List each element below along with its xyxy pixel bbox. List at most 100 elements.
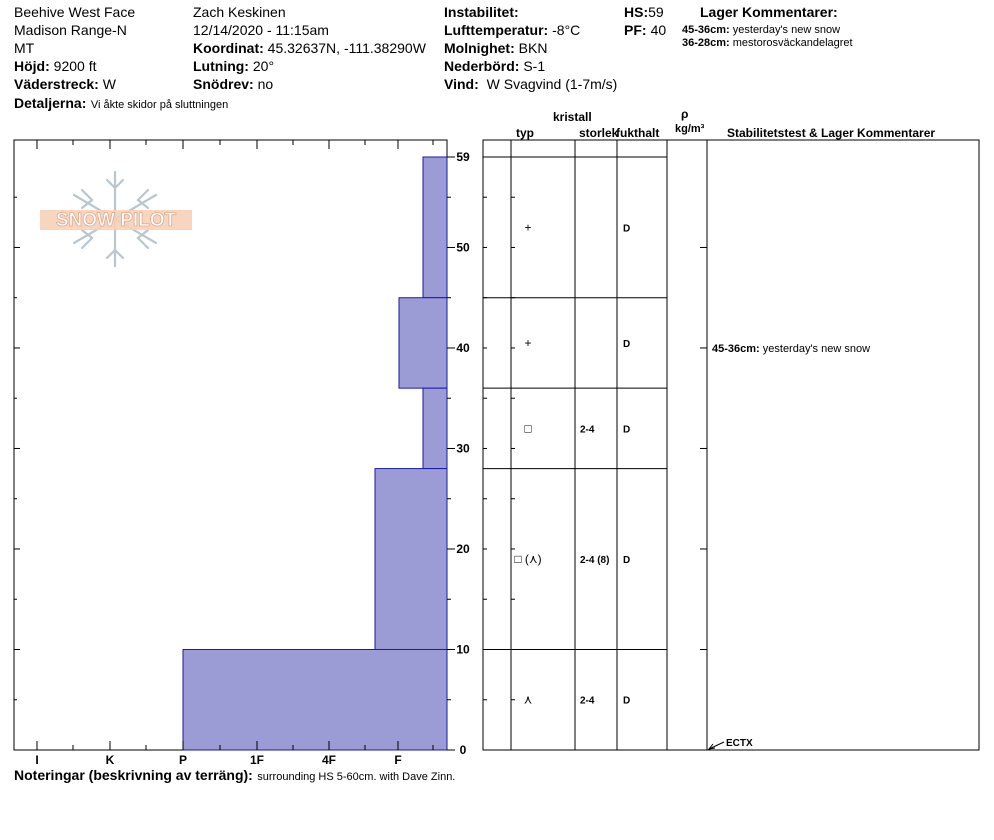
moisture-header: fukthalt <box>616 126 660 140</box>
aspect-label: Väderstreck: <box>14 76 99 92</box>
layer-comments-title: Lager Kommentarer: <box>700 4 838 20</box>
layer-comment-range: 36-28cm: <box>682 37 730 49</box>
precip-label: Nederbörd: <box>444 58 520 74</box>
x-tick-label: 1F <box>250 753 264 767</box>
hardness-bar <box>398 297 448 389</box>
x-tick-label: F <box>394 753 401 767</box>
layer-comment-range: 45-36cm: <box>682 24 730 36</box>
snowpilot-logo: SNOW PILOT <box>40 170 192 268</box>
wind-label: Vind: <box>444 76 479 92</box>
state: MT <box>14 40 35 56</box>
stability-comment-text: yesterday's new snow <box>763 343 870 355</box>
y-tick-label: 0 <box>460 743 467 757</box>
type-header: typ <box>516 126 534 140</box>
x-tick-label: 4F <box>322 753 336 767</box>
density-symbol: ρ <box>681 107 689 121</box>
crystal-size: 2-4 <box>580 424 595 435</box>
wind: Vind: W Svagvind (1-7m/s) <box>444 77 617 91</box>
ectx-label: ECTX <box>726 738 753 749</box>
x-tick-label: K <box>106 753 115 767</box>
y-tick-label: 50 <box>456 240 470 254</box>
instability-label: Instabilitet: <box>444 4 519 20</box>
logo-banner <box>40 210 192 230</box>
crystal-type: □ (⋏) <box>514 552 541 566</box>
crystal-type: + <box>524 220 531 234</box>
sky-cover: Molnighet: BKN <box>444 41 547 55</box>
moisture: D <box>623 696 630 707</box>
slope-label: Lutning: <box>193 58 249 74</box>
ectx-pointer <box>708 741 725 750</box>
moisture: D <box>623 339 630 350</box>
notes-text: surrounding HS 5-60cm. with Dave Zinn. <box>257 771 456 783</box>
layer-comment-text: yesterday's new snow <box>732 24 841 36</box>
density-unit: kg/m³ <box>675 123 705 135</box>
hardness-bar <box>422 156 448 299</box>
hs-label: HS: <box>624 4 649 20</box>
layer-table-frame <box>482 139 980 751</box>
snow-height: HS:59 <box>624 5 664 19</box>
elevation: Höjd: 9200 ft <box>14 59 96 73</box>
observer: Zach Keskinen <box>193 4 286 20</box>
stability-header: Stabilitetstest & Lager Kommentarer <box>727 126 936 140</box>
details-label: Detaljerna: <box>14 95 87 111</box>
drift: Snödrev: no <box>193 77 273 91</box>
location: Beehive West Face <box>14 4 136 20</box>
hs-value: 59 <box>648 4 664 20</box>
elevation-value: 9200 ft <box>53 58 97 74</box>
crystal-type: □ <box>524 421 531 435</box>
coords-value: 45.32637N, -111.38290W <box>267 40 426 56</box>
details: Detaljerna: Vi åkte skidor på sluttninge… <box>14 96 228 112</box>
airtemp-label: Lufttemperatur: <box>444 22 549 38</box>
datetime: 12/14/2020 - 11:15am <box>193 22 329 38</box>
layer-comment: 36-28cm: mestorosväckandelagret <box>682 38 853 49</box>
drift-label: Snödrev: <box>193 76 254 92</box>
airtemp-value: -8°C <box>552 22 581 38</box>
hardness-bar <box>374 468 448 650</box>
logo-text: SNOW PILOT <box>56 210 177 231</box>
sky-label: Molnighet: <box>444 40 515 56</box>
moisture: D <box>623 555 630 566</box>
y-tick-label: 20 <box>456 542 470 556</box>
moisture: D <box>623 424 630 435</box>
coordinates: Koordinat: 45.32637N, -111.38290W <box>193 41 426 55</box>
stability-comment-range: 45-36cm: <box>712 343 763 355</box>
x-tick-label: I <box>35 753 38 767</box>
coords-label: Koordinat: <box>193 40 264 56</box>
aspect-value: W <box>102 76 116 92</box>
x-tick-label: P <box>179 753 187 767</box>
size-header: storlek <box>579 126 619 140</box>
sky-value: BKN <box>518 40 548 56</box>
range: Madison Range-N <box>14 22 127 38</box>
notes-label: Noteringar (beskrivning av terräng): <box>14 767 253 783</box>
precip-value: S-1 <box>523 58 546 74</box>
slope: Lutning: 20° <box>193 59 274 73</box>
crystal-size: 2-4 <box>580 696 595 707</box>
crystal-type: ⋏ <box>524 693 533 707</box>
ectx-arrowhead <box>707 743 716 750</box>
y-tick-label: 10 <box>456 642 470 656</box>
penetration-foot: PF: 40 <box>624 23 666 37</box>
aspect: Väderstreck: W <box>14 77 116 91</box>
stability-comment: 45-36cm: yesterday's new snow <box>712 343 870 355</box>
elevation-label: Höjd: <box>14 58 50 74</box>
hardness-bar <box>182 648 448 751</box>
details-value: Vi åkte skidor på sluttningen <box>90 99 229 111</box>
y-tick-label: 59 <box>456 150 470 164</box>
y-tick-label: 30 <box>456 441 470 455</box>
crystal-group-header: kristall <box>553 110 592 124</box>
crystal-type: + <box>524 336 531 350</box>
crystal-size: 2-4 (8) <box>580 555 609 566</box>
pf-label: PF: <box>624 22 647 38</box>
layer-comment: 45-36cm: yesterday's new snow <box>682 25 840 36</box>
terrain-notes: Noteringar (beskrivning av terräng): sur… <box>14 768 455 784</box>
moisture: D <box>623 223 630 234</box>
layer-comment-text: mestorosväckandelagret <box>732 37 853 49</box>
y-tick-label: 40 <box>456 341 470 355</box>
wind-value: W Svagvind (1-7m/s) <box>486 76 618 92</box>
pf-value: 40 <box>650 22 667 38</box>
drift-value: no <box>257 76 274 92</box>
air-temperature: Lufttemperatur: -8°C <box>444 23 580 37</box>
hardness-bar <box>422 387 448 470</box>
precipitation: Nederbörd: S-1 <box>444 59 545 73</box>
